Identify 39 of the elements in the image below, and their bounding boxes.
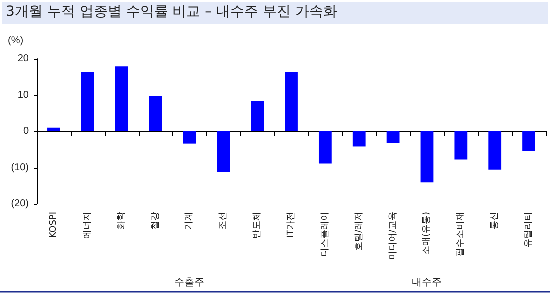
bar: [251, 101, 264, 132]
x-tick-label: 철강: [150, 212, 161, 230]
bar: [285, 72, 298, 132]
bar: [386, 132, 400, 144]
x-tick-label: 디스플레이: [320, 212, 330, 257]
y-tick-label: (10): [11, 162, 29, 174]
y-axis-title: (%): [8, 36, 24, 46]
bar: [318, 132, 332, 164]
y-tick-label: (20): [11, 198, 29, 210]
x-tick-label: 유틸리티: [524, 212, 534, 248]
bar: [522, 132, 536, 152]
bar: [217, 132, 230, 172]
x-tick-label: 조선: [218, 212, 229, 230]
x-tick-label: IT가전: [286, 212, 296, 238]
bar: [81, 72, 94, 132]
x-tick-label: 통신: [490, 212, 500, 230]
x-tick-label: 기계: [184, 212, 195, 230]
x-tick-label: KOSPI: [48, 212, 59, 238]
y-tick-label: 10: [18, 90, 30, 101]
bar: [183, 132, 196, 144]
bar: [454, 132, 468, 160]
chart-title: 3개월 누적 업종별 수익률 비교 – 내수주 부진 가속화: [6, 4, 338, 20]
bar: [352, 132, 366, 147]
x-tick-label: 화학: [116, 212, 127, 230]
y-tick-label: 20: [18, 54, 30, 64]
text: 수출주: [174, 278, 205, 288]
x-tick-label: 미디어/교육: [388, 212, 398, 260]
x-tick-label: 필수소비재: [456, 212, 466, 257]
bar: [420, 132, 434, 183]
x-tick-label: 에너지: [82, 212, 93, 239]
y-tick-label: 0: [23, 126, 30, 137]
x-tick-label: 반도체: [252, 212, 263, 239]
bar: [149, 96, 162, 132]
bar: [488, 132, 502, 170]
x-tick-label: 호텔/레저: [354, 212, 364, 252]
text: 내수주: [412, 278, 442, 288]
x-tick-label: 소매(유통): [422, 212, 432, 256]
bar: [48, 128, 60, 132]
bar: [115, 66, 128, 132]
